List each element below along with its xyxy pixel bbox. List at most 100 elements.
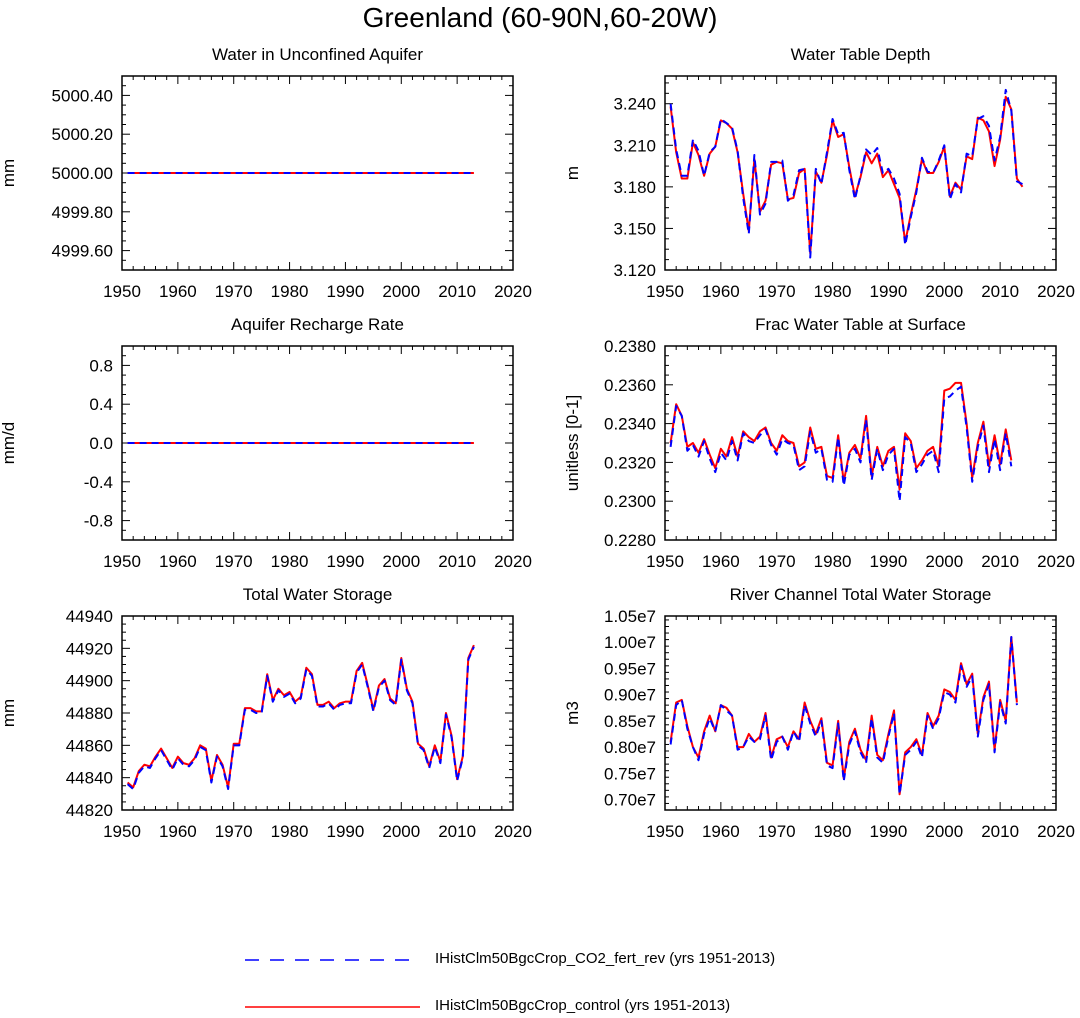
x-tick-label: 1950 xyxy=(103,282,141,301)
x-tick-label: 1980 xyxy=(814,552,852,571)
x-tick-label: 2000 xyxy=(925,822,963,841)
x-tick-label: 1990 xyxy=(870,282,908,301)
x-tick-label: 1960 xyxy=(159,552,197,571)
x-tick-label: 1960 xyxy=(702,552,740,571)
x-tick-label: 1970 xyxy=(758,822,796,841)
panel-water-unconfined-aquifer: Water in Unconfined Aquifer mm 1950 1960 197… xyxy=(0,45,532,301)
x-tick-label: 1950 xyxy=(646,282,684,301)
x-tick-label: 2010 xyxy=(981,282,1019,301)
x-tick-label: 1950 xyxy=(646,822,684,841)
y-tick-label: 0.90e7 xyxy=(604,686,656,705)
x-tick-label: 1980 xyxy=(271,552,309,571)
y-tick-label: 5000.00 xyxy=(52,164,113,183)
y-tick-label: 1.05e7 xyxy=(604,607,656,626)
x-tick-label: 1950 xyxy=(103,552,141,571)
y-tick-label: 5000.40 xyxy=(52,86,113,105)
y-tick-label: 0.2320 xyxy=(604,453,656,472)
y-tick-label: 44880 xyxy=(66,704,113,723)
x-tick-label: 2000 xyxy=(925,552,963,571)
y-tick-label: 0.4 xyxy=(89,395,113,414)
y-tick-label: 0.2300 xyxy=(604,492,656,511)
y-tick-label: 3.210 xyxy=(613,136,656,155)
series-line-rev xyxy=(669,88,1023,259)
x-tick-label: 1970 xyxy=(758,552,796,571)
y-tick-label: -0.4 xyxy=(84,473,113,492)
panel-title: Water Table Depth xyxy=(791,45,931,64)
x-tick-label: 1990 xyxy=(327,282,365,301)
y-tick-label: 44920 xyxy=(66,639,113,658)
y-tick-label: 3.180 xyxy=(613,178,656,197)
y-tick-label: 0.80e7 xyxy=(604,738,656,757)
series-line-rev xyxy=(669,385,1013,503)
x-tick-label: 2020 xyxy=(1037,282,1075,301)
series-line-rev xyxy=(126,646,475,790)
y-tick-label: 3.150 xyxy=(613,219,656,238)
panel-title: Aquifer Recharge Rate xyxy=(231,315,404,334)
panel-river-channel-water-storage: River Channel Total Water Storage m3 1950 1… xyxy=(563,585,1075,841)
y-tick-label: 0.2340 xyxy=(604,415,656,434)
x-tick-label: 1970 xyxy=(215,552,253,571)
series-line-control xyxy=(669,635,1018,796)
y-tick-label: 0.75e7 xyxy=(604,764,656,783)
series-line-control xyxy=(126,644,475,789)
y-tick-label: 0.2280 xyxy=(604,531,656,550)
x-tick-label: 1970 xyxy=(215,282,253,301)
y-tick-label: 44820 xyxy=(66,801,113,820)
series-line-control xyxy=(669,95,1024,255)
y-tick-label: 0.0 xyxy=(89,434,113,453)
x-tick-label: 2010 xyxy=(438,822,476,841)
x-tick-label: 1990 xyxy=(327,552,365,571)
panel-frac-water-table-surface: Frac Water Table at Surface unitless [0-1… xyxy=(563,315,1075,571)
x-tick-label: 2010 xyxy=(438,552,476,571)
x-tick-label: 2000 xyxy=(382,552,420,571)
panel-water-table-depth: Water Table Depth m 1950 1960 1970 1980 1990 20… xyxy=(563,45,1075,301)
x-tick-label: 1990 xyxy=(870,822,908,841)
y-tick-label: 3.120 xyxy=(613,261,656,280)
y-tick-label: 44840 xyxy=(66,769,113,788)
panel-total-water-storage: Total Water Storage mm 1950 1960 1970 1980 199… xyxy=(0,585,532,841)
panel-aquifer-recharge-rate: Aquifer Recharge Rate mm/d 1950 1960 1970 198… xyxy=(0,315,532,571)
x-tick-label: 1980 xyxy=(814,822,852,841)
x-tick-label: 1970 xyxy=(215,822,253,841)
y-tick-label: 44860 xyxy=(66,736,113,755)
y-tick-label: 44940 xyxy=(66,607,113,626)
y-tick-label: 0.85e7 xyxy=(604,712,656,731)
x-tick-label: 1950 xyxy=(103,822,141,841)
y-tick-label: 0.70e7 xyxy=(604,791,656,810)
x-tick-label: 1960 xyxy=(159,822,197,841)
x-tick-label: 1990 xyxy=(327,822,365,841)
y-tick-label: 0.2380 xyxy=(604,337,656,356)
y-axis-label: unitless [0-1] xyxy=(563,395,582,491)
page-title: Greenland (60-90N,60-20W) xyxy=(362,2,718,33)
x-tick-label: 1970 xyxy=(758,282,796,301)
x-tick-label: 2010 xyxy=(981,552,1019,571)
y-tick-label: 4999.60 xyxy=(52,242,113,261)
y-tick-label: 3.240 xyxy=(613,95,656,114)
y-tick-label: -0.8 xyxy=(84,512,113,531)
x-tick-label: 2020 xyxy=(494,552,532,571)
x-tick-label: 1960 xyxy=(159,282,197,301)
x-tick-label: 2010 xyxy=(438,282,476,301)
plot-frame xyxy=(664,615,1057,811)
x-tick-label: 2020 xyxy=(1037,822,1075,841)
plot-frame xyxy=(664,75,1057,271)
x-tick-label: 2000 xyxy=(382,822,420,841)
x-tick-label: 2010 xyxy=(981,822,1019,841)
y-axis-label: mm xyxy=(0,699,18,727)
x-tick-label: 2020 xyxy=(494,282,532,301)
y-tick-label: 5000.20 xyxy=(52,125,113,144)
series-line-control xyxy=(669,381,1013,491)
panel-title: Frac Water Table at Surface xyxy=(755,315,966,334)
y-tick-label: 44900 xyxy=(66,672,113,691)
series-line-rev xyxy=(669,635,1018,796)
x-tick-label: 1990 xyxy=(870,552,908,571)
x-tick-label: 2000 xyxy=(925,282,963,301)
x-tick-label: 2020 xyxy=(494,822,532,841)
y-tick-label: 0.95e7 xyxy=(604,659,656,678)
plot-frame xyxy=(121,615,514,811)
x-tick-label: 1960 xyxy=(702,822,740,841)
x-tick-label: 1980 xyxy=(271,822,309,841)
y-axis-label: mm/d xyxy=(0,422,18,465)
y-tick-label: 4999.80 xyxy=(52,203,113,222)
